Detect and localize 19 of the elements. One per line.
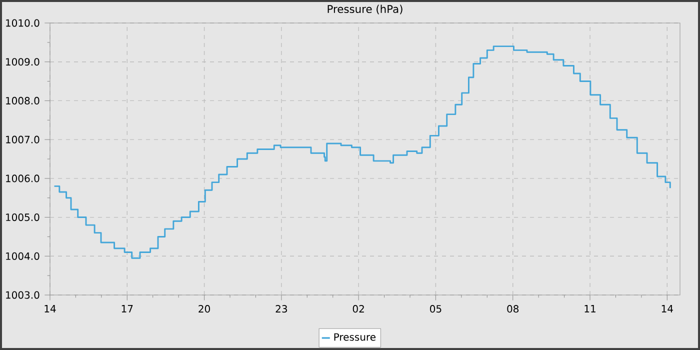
y-tick-label: 1009.0 (6, 58, 40, 66)
x-tick-label: 02 (352, 305, 364, 313)
legend-label: Pressure (334, 333, 376, 341)
x-tick-label: 11 (584, 305, 596, 312)
y-tick-label: 1007.0 (6, 136, 40, 144)
x-tick-label: 14 (662, 305, 673, 312)
x-tick-label: 20 (198, 305, 210, 313)
y-tick-label: 1008.0 (6, 96, 40, 104)
x-tick-label: 14 (44, 305, 56, 312)
y-tick-label: 1004.0 (6, 252, 40, 260)
y-tick-label: 1005.0 (6, 214, 40, 222)
y-tick-label: 1010.0 (6, 19, 40, 27)
chart-title: Pressure (hPa) (328, 4, 402, 14)
x-tick-label: 23 (276, 305, 287, 313)
x-tick-label: 08 (507, 305, 519, 313)
x-tick-label: 05 (430, 305, 442, 313)
x-tick-label: 17 (122, 305, 133, 312)
y-tick-label: 1003.0 (6, 291, 40, 299)
y-tick-label: 1006.0 (6, 174, 40, 182)
